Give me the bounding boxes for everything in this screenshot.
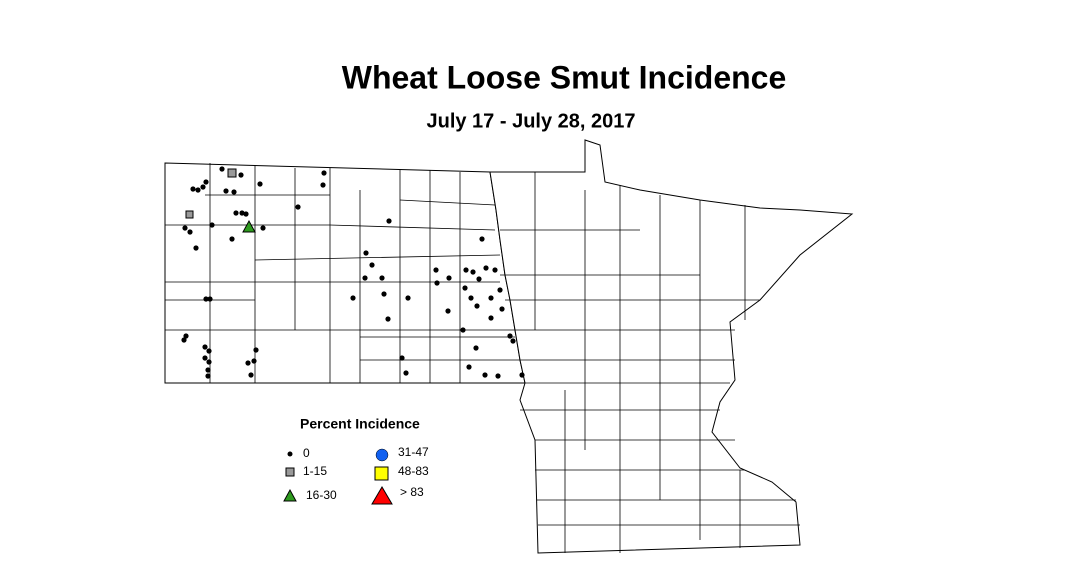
legend: Percent Incidence 0 1-15 16-30 31-47 48-… (283, 416, 429, 505)
site-marker (463, 267, 469, 273)
site-marker (473, 345, 479, 351)
site-marker (295, 204, 301, 210)
site-marker (193, 245, 199, 251)
county-lines (165, 163, 800, 553)
site-marker (200, 184, 206, 190)
site-marker (185, 210, 194, 219)
site-marker (369, 262, 375, 268)
site-marker (195, 187, 201, 193)
site-marker (433, 267, 439, 273)
legend-label: 0 (303, 446, 310, 460)
legend-symbol (287, 451, 293, 457)
legend-symbol (375, 448, 389, 462)
site-marker (181, 337, 187, 343)
legend-symbol (371, 486, 393, 505)
map-subtitle: July 17 - July 28, 2017 (426, 110, 635, 132)
site-marker (399, 355, 405, 361)
site-marker (363, 250, 369, 256)
site-marker (445, 308, 451, 314)
site-marker (488, 315, 494, 321)
site-marker (183, 333, 189, 339)
site-marker (231, 189, 237, 195)
state-outlines (164, 139, 854, 554)
site-marker (203, 296, 209, 302)
site-marker (187, 229, 193, 235)
map-title: Wheat Loose Smut Incidence (342, 59, 787, 95)
site-marker (519, 372, 525, 378)
site-marker (209, 222, 215, 228)
site-marker (386, 218, 392, 224)
site-marker (320, 182, 326, 188)
site-marker (350, 295, 356, 301)
site-marker (245, 360, 251, 366)
site-marker (242, 219, 256, 233)
site-marker (362, 275, 368, 281)
site-marker (483, 265, 489, 271)
site-marker (482, 372, 488, 378)
site-marker (229, 236, 235, 242)
legend-symbol (283, 488, 297, 502)
site-marker (321, 170, 327, 176)
site-marker (403, 370, 409, 376)
minnesota (489, 139, 854, 554)
legend-symbol (285, 467, 295, 477)
site-marker (251, 358, 257, 364)
site-marker (434, 280, 440, 286)
legend-symbol (374, 466, 389, 481)
sites (181, 166, 525, 379)
site-marker (379, 275, 385, 281)
site-marker (446, 275, 452, 281)
site-marker (507, 333, 513, 339)
legend-label: 16-30 (306, 488, 337, 502)
site-marker (248, 372, 254, 378)
site-marker (470, 269, 476, 275)
county-line (329, 224, 496, 231)
site-marker (488, 295, 494, 301)
site-marker (466, 364, 472, 370)
site-marker (205, 373, 211, 379)
site-marker (462, 285, 468, 291)
site-marker (239, 210, 245, 216)
site-marker (182, 225, 188, 231)
site-marker (492, 267, 498, 273)
legend-label: 31-47 (398, 445, 429, 459)
site-marker (238, 172, 244, 178)
site-marker (227, 168, 237, 178)
county-line (399, 199, 496, 206)
site-marker (381, 291, 387, 297)
site-marker (468, 295, 474, 301)
site-marker (260, 225, 266, 231)
site-marker (203, 179, 209, 185)
site-marker (405, 295, 411, 301)
site-marker (202, 355, 208, 361)
legend-label: 1-15 (303, 464, 327, 478)
site-marker (474, 303, 480, 309)
site-marker (223, 188, 229, 194)
legend-label: 48-83 (398, 464, 429, 478)
site-marker (253, 347, 259, 353)
site-marker (190, 186, 196, 192)
legend-label: > 83 (400, 485, 424, 499)
site-marker (207, 296, 213, 302)
site-marker (497, 287, 503, 293)
site-marker (233, 210, 239, 216)
site-marker (510, 338, 516, 344)
site-marker (495, 373, 501, 379)
site-marker (243, 211, 249, 217)
legend-title: Percent Incidence (300, 416, 420, 432)
site-marker (479, 236, 485, 242)
county-line (254, 254, 501, 261)
site-marker (476, 276, 482, 282)
site-marker (460, 327, 466, 333)
site-marker (219, 166, 225, 172)
site-marker (257, 181, 263, 187)
site-marker (206, 359, 212, 365)
site-marker (202, 344, 208, 350)
site-marker (499, 306, 505, 312)
site-marker (206, 348, 212, 354)
site-marker (205, 367, 211, 373)
site-marker (385, 316, 391, 322)
